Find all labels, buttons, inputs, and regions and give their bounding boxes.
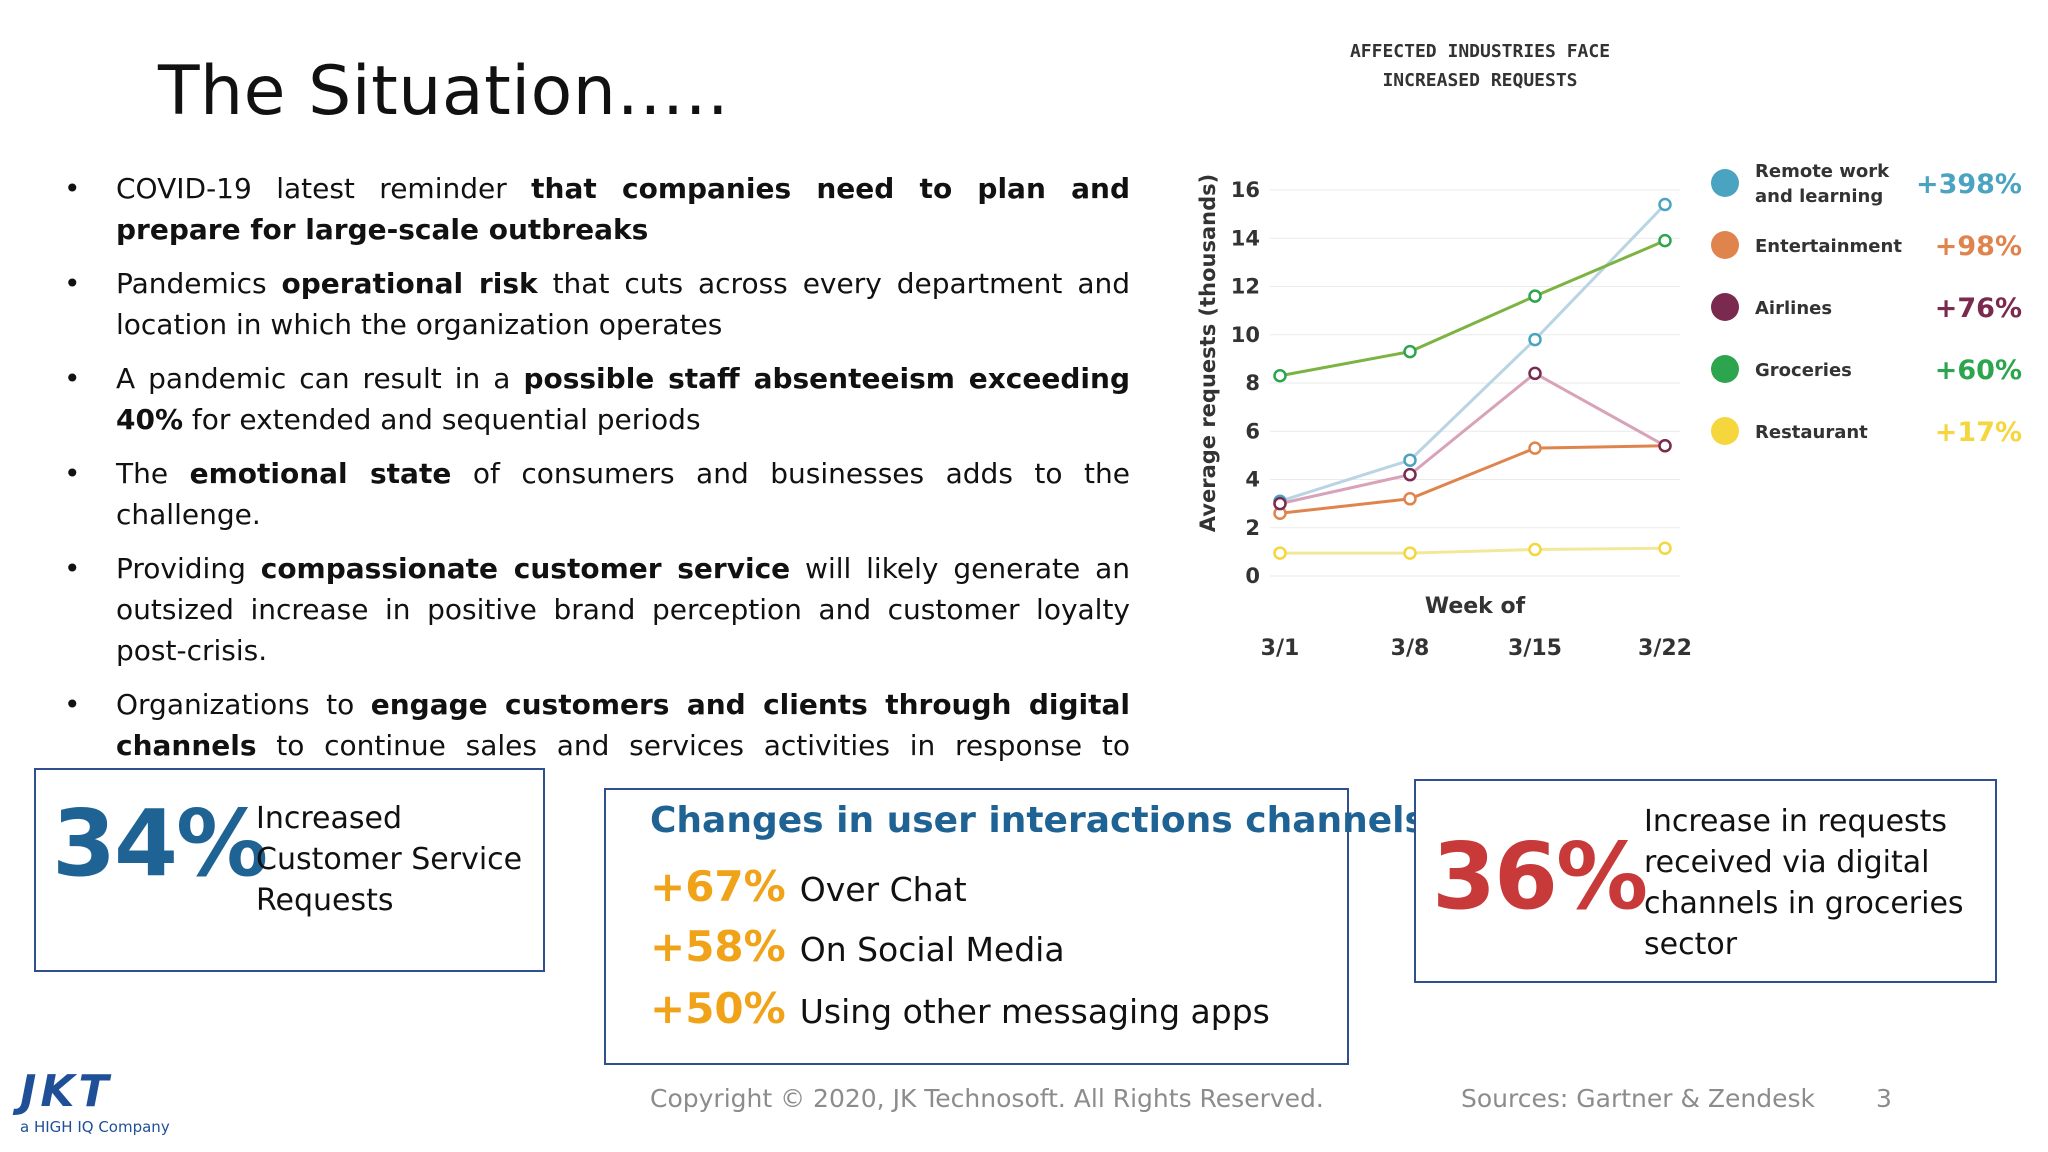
data-point	[1403, 453, 1417, 467]
y-tick-label: 14	[1231, 226, 1260, 250]
bullet-glyph: •	[64, 688, 81, 721]
x-tick-label: 3/15	[1508, 636, 1562, 661]
sources-text: Sources: Gartner & Zendesk	[1461, 1084, 1816, 1113]
y-tick-label: 0	[1245, 564, 1260, 588]
x-tick-label: 3/22	[1638, 636, 1692, 661]
stat-card-right: 36% Increase in requests received via di…	[1414, 779, 1997, 983]
legend-swatch	[1711, 169, 1739, 197]
bullet-glyph: •	[64, 362, 81, 395]
series-line	[1280, 546, 1666, 555]
legend-swatch	[1711, 293, 1739, 321]
bullet-glyph: •	[64, 552, 81, 585]
stat-description: Increased Customer Service Requests	[256, 801, 523, 918]
data-point	[1273, 546, 1287, 560]
legend-swatch	[1711, 355, 1739, 383]
line-chart: AFFECTED INDUSTRIES FACE INCREASED REQUES…	[1180, 30, 2030, 690]
series-line	[1279, 239, 1666, 378]
legend-swatch	[1711, 231, 1739, 259]
channel-label: Using other messaging apps	[799, 992, 1270, 1031]
data-point	[1403, 344, 1417, 359]
data-point	[1658, 233, 1672, 248]
x-axis-label: Week of	[1425, 594, 1526, 619]
channels-card: Changes in user interactions channels +6…	[604, 788, 1426, 1065]
bullet-item: • The emotional state of consumers and bu…	[64, 453, 1130, 535]
bullet-item: • A pandemic can result in a possible sta…	[64, 358, 1130, 440]
series-line	[1279, 203, 1667, 503]
chart-title-line: AFFECTED INDUSTRIES FACE	[1350, 41, 1610, 62]
y-tick-label: 8	[1245, 371, 1260, 395]
channels-heading: Changes in user interactions channels	[650, 800, 1426, 841]
legend-swatch	[1711, 417, 1739, 445]
logo-mark: JKT	[20, 1066, 113, 1117]
legend-label: Groceries	[1755, 360, 1852, 381]
legend-change: +398%	[1916, 169, 2022, 200]
data-point	[1658, 438, 1672, 453]
bullet-item: • Pandemics operational risk that cuts ac…	[64, 263, 1130, 345]
data-point	[1528, 366, 1542, 381]
logo-tagline: a HIGH IQ Company	[20, 1118, 170, 1136]
data-point	[1403, 467, 1417, 482]
copyright-text: Copyright © 2020, JK Technosoft. All Rig…	[650, 1084, 1324, 1113]
y-tick-label: 16	[1231, 178, 1260, 202]
legend-label: and learning	[1755, 186, 1883, 207]
series-line	[1279, 444, 1666, 515]
bullet-item: • COVID-19 latest reminder that companies…	[64, 168, 1130, 250]
stat-card-left: 34% Increased Customer Service Requests	[34, 768, 545, 972]
bullet-glyph: •	[64, 457, 81, 490]
chart-title-line: INCREASED REQUESTS	[1382, 70, 1577, 91]
channel-label: Over Chat	[799, 870, 967, 909]
legend-label: Entertainment	[1755, 236, 1902, 257]
chart-svg: AFFECTED INDUSTRIES FACE INCREASED REQUES…	[1196, 41, 2022, 661]
y-tick-label: 6	[1245, 419, 1260, 443]
legend-change: +17%	[1935, 417, 2022, 448]
data-point	[1403, 546, 1417, 560]
bullet-item: • Providing compassionate customer servic…	[64, 548, 1130, 671]
legend-change: +76%	[1935, 293, 2022, 324]
page-number: 3	[1876, 1084, 1892, 1113]
stat-value: 34%	[52, 790, 268, 897]
data-point	[1528, 332, 1542, 347]
data-point	[1273, 496, 1287, 511]
legend-label: Restaurant	[1755, 422, 1868, 443]
legend-change: +60%	[1935, 355, 2022, 386]
data-point	[1658, 541, 1672, 556]
bullet-list: • COVID-19 latest reminder that companies…	[64, 168, 1130, 820]
data-point	[1273, 369, 1287, 383]
data-point	[1403, 492, 1417, 506]
channel-pct: +58%	[650, 922, 786, 971]
channel-pct: +67%	[650, 862, 786, 911]
channel-item: +58% On Social Media	[650, 922, 1065, 971]
channel-item: +67% Over Chat	[650, 862, 967, 911]
y-tick-label: 10	[1231, 323, 1260, 347]
legend-label: Airlines	[1755, 298, 1832, 319]
bullet-glyph: •	[64, 172, 81, 205]
data-point	[1528, 542, 1542, 557]
x-tick-label: 3/8	[1391, 636, 1430, 661]
legend-change: +98%	[1935, 231, 2022, 262]
data-point	[1658, 197, 1672, 212]
y-tick-label: 12	[1231, 275, 1260, 299]
bullet-glyph: •	[64, 267, 81, 300]
company-logo: JKT a HIGH IQ Company	[20, 1066, 170, 1137]
channel-item: +50% Using other messaging apps	[650, 984, 1270, 1033]
y-axis-label: Average requests (thousands)	[1196, 174, 1220, 532]
x-tick-label: 3/1	[1261, 636, 1300, 661]
page-title: The Situation…..	[158, 52, 730, 131]
stat-description: Increase in requests received via digita…	[1644, 804, 1964, 962]
legend-label: Remote work	[1755, 161, 1890, 182]
data-point	[1528, 441, 1542, 455]
stat-value: 36%	[1432, 823, 1648, 930]
y-tick-label: 4	[1245, 468, 1260, 492]
data-point	[1528, 289, 1542, 303]
y-tick-label: 2	[1245, 516, 1260, 540]
series-line	[1279, 371, 1666, 506]
channel-label: On Social Media	[799, 930, 1065, 969]
channel-pct: +50%	[650, 984, 786, 1033]
